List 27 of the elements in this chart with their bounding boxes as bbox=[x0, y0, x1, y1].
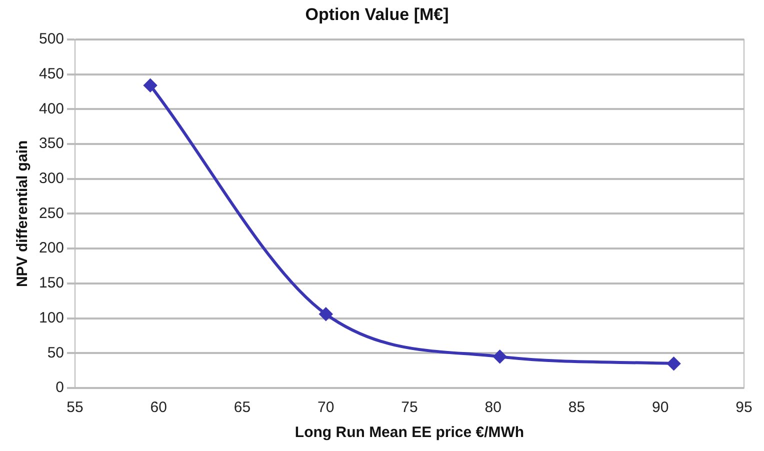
x-tick-label: 65 bbox=[234, 399, 251, 416]
x-tick-label: 85 bbox=[568, 399, 586, 416]
y-axis-title: NPV differential gain bbox=[14, 140, 32, 288]
x-tick-label: 60 bbox=[150, 399, 167, 416]
x-tick-label: 80 bbox=[484, 399, 502, 416]
y-tick-label: 450 bbox=[38, 65, 64, 82]
y-tick-label: 100 bbox=[38, 309, 64, 326]
chart-title: Option Value [M€] bbox=[305, 4, 449, 24]
point bbox=[319, 308, 332, 321]
x-tick-label: 55 bbox=[66, 399, 84, 416]
y-tick-label: 350 bbox=[38, 135, 64, 152]
y-tick-label: 500 bbox=[38, 30, 64, 48]
x-tick-label: 70 bbox=[318, 399, 334, 416]
x-tick-label: 75 bbox=[401, 399, 418, 416]
y-tick-label: 300 bbox=[38, 170, 64, 187]
x-axis-title: Long Run Mean EE price €/MWh bbox=[294, 424, 524, 442]
y-tick-label: 50 bbox=[47, 344, 64, 362]
point bbox=[144, 78, 157, 92]
point bbox=[493, 350, 506, 364]
y-tick-label: 250 bbox=[38, 204, 64, 222]
y-tick-label: 400 bbox=[38, 100, 64, 118]
x-tick-label: 90 bbox=[652, 399, 669, 416]
point bbox=[667, 357, 680, 370]
y-tick-label: 200 bbox=[38, 240, 64, 257]
y-tick-label: 0 bbox=[56, 379, 64, 396]
y-tick-label: 150 bbox=[38, 274, 64, 292]
x-tick-label: 95 bbox=[736, 399, 752, 416]
